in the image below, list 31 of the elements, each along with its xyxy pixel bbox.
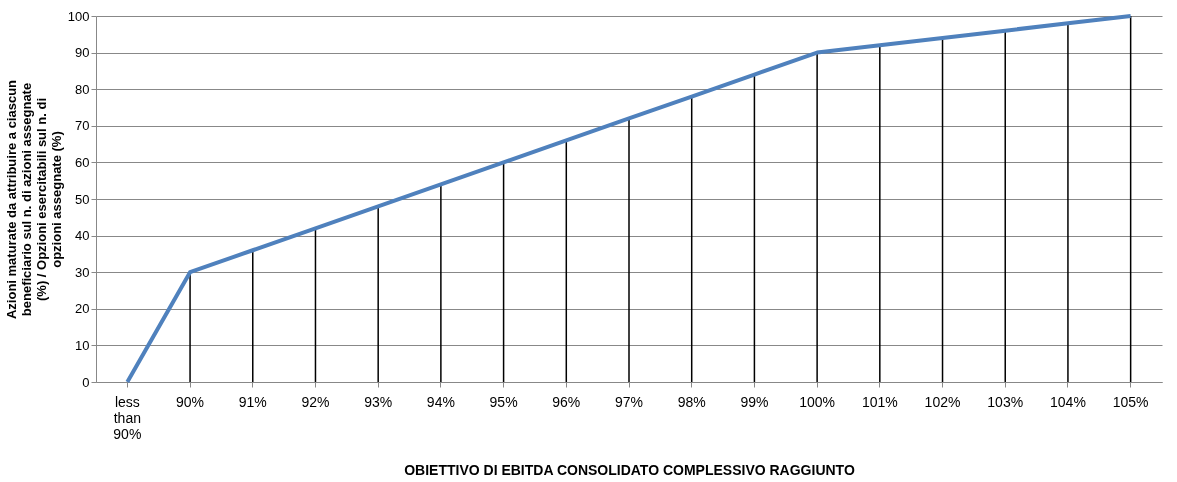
x-tick-label: 101% [861, 393, 898, 410]
x-tick-label: 103% [987, 393, 1024, 410]
x-tick-label: 92% [301, 393, 330, 410]
x-tick-label: 97% [614, 393, 644, 410]
y-tick-label: 30 [75, 264, 90, 280]
x-tick-label: 102% [924, 393, 961, 410]
x-tick-label: less than 90% [113, 393, 142, 442]
x-tick-label: 94% [426, 393, 455, 410]
x-tick-label: 105% [1112, 393, 1149, 410]
y-tick-label: 0 [82, 374, 90, 390]
y-tick-label: 40 [75, 228, 90, 244]
x-tick-label: 90% [176, 393, 205, 410]
x-tick-label: 96% [552, 393, 581, 410]
x-tick-label: 98% [677, 393, 706, 410]
x-tick-label: 104% [1050, 393, 1086, 410]
x-tick-label: 100% [799, 393, 836, 410]
x-tick-label: 93% [364, 393, 393, 410]
x-tick-label: 99% [740, 393, 769, 410]
y-tick-label: 10 [75, 337, 90, 353]
y-tick-label: 100 [67, 8, 90, 24]
x-axis-title: OBIETTIVO DI EBITDA CONSOLIDATO COMPLESSIVO RAGGIUNTO [404, 461, 855, 478]
x-tick-label: 95% [489, 393, 518, 410]
y-tick-label: 70 [75, 118, 90, 134]
y-tick-label: 90 [75, 45, 90, 61]
y-tick-label: 60 [75, 154, 90, 170]
y-tick-label: 80 [75, 81, 90, 97]
line-series [125, 14, 1133, 384]
y-axis-title: Azioni maturate da attribuire a ciascun beneficiario sul n. di azioni assegnate (%) / Opzioni esercitabili sul n. di opzioni assegnate (%) [3, 79, 64, 320]
y-tick-label: 50 [75, 191, 90, 207]
y-tick-label: 20 [75, 301, 90, 317]
x-tick-label: 91% [238, 393, 267, 410]
